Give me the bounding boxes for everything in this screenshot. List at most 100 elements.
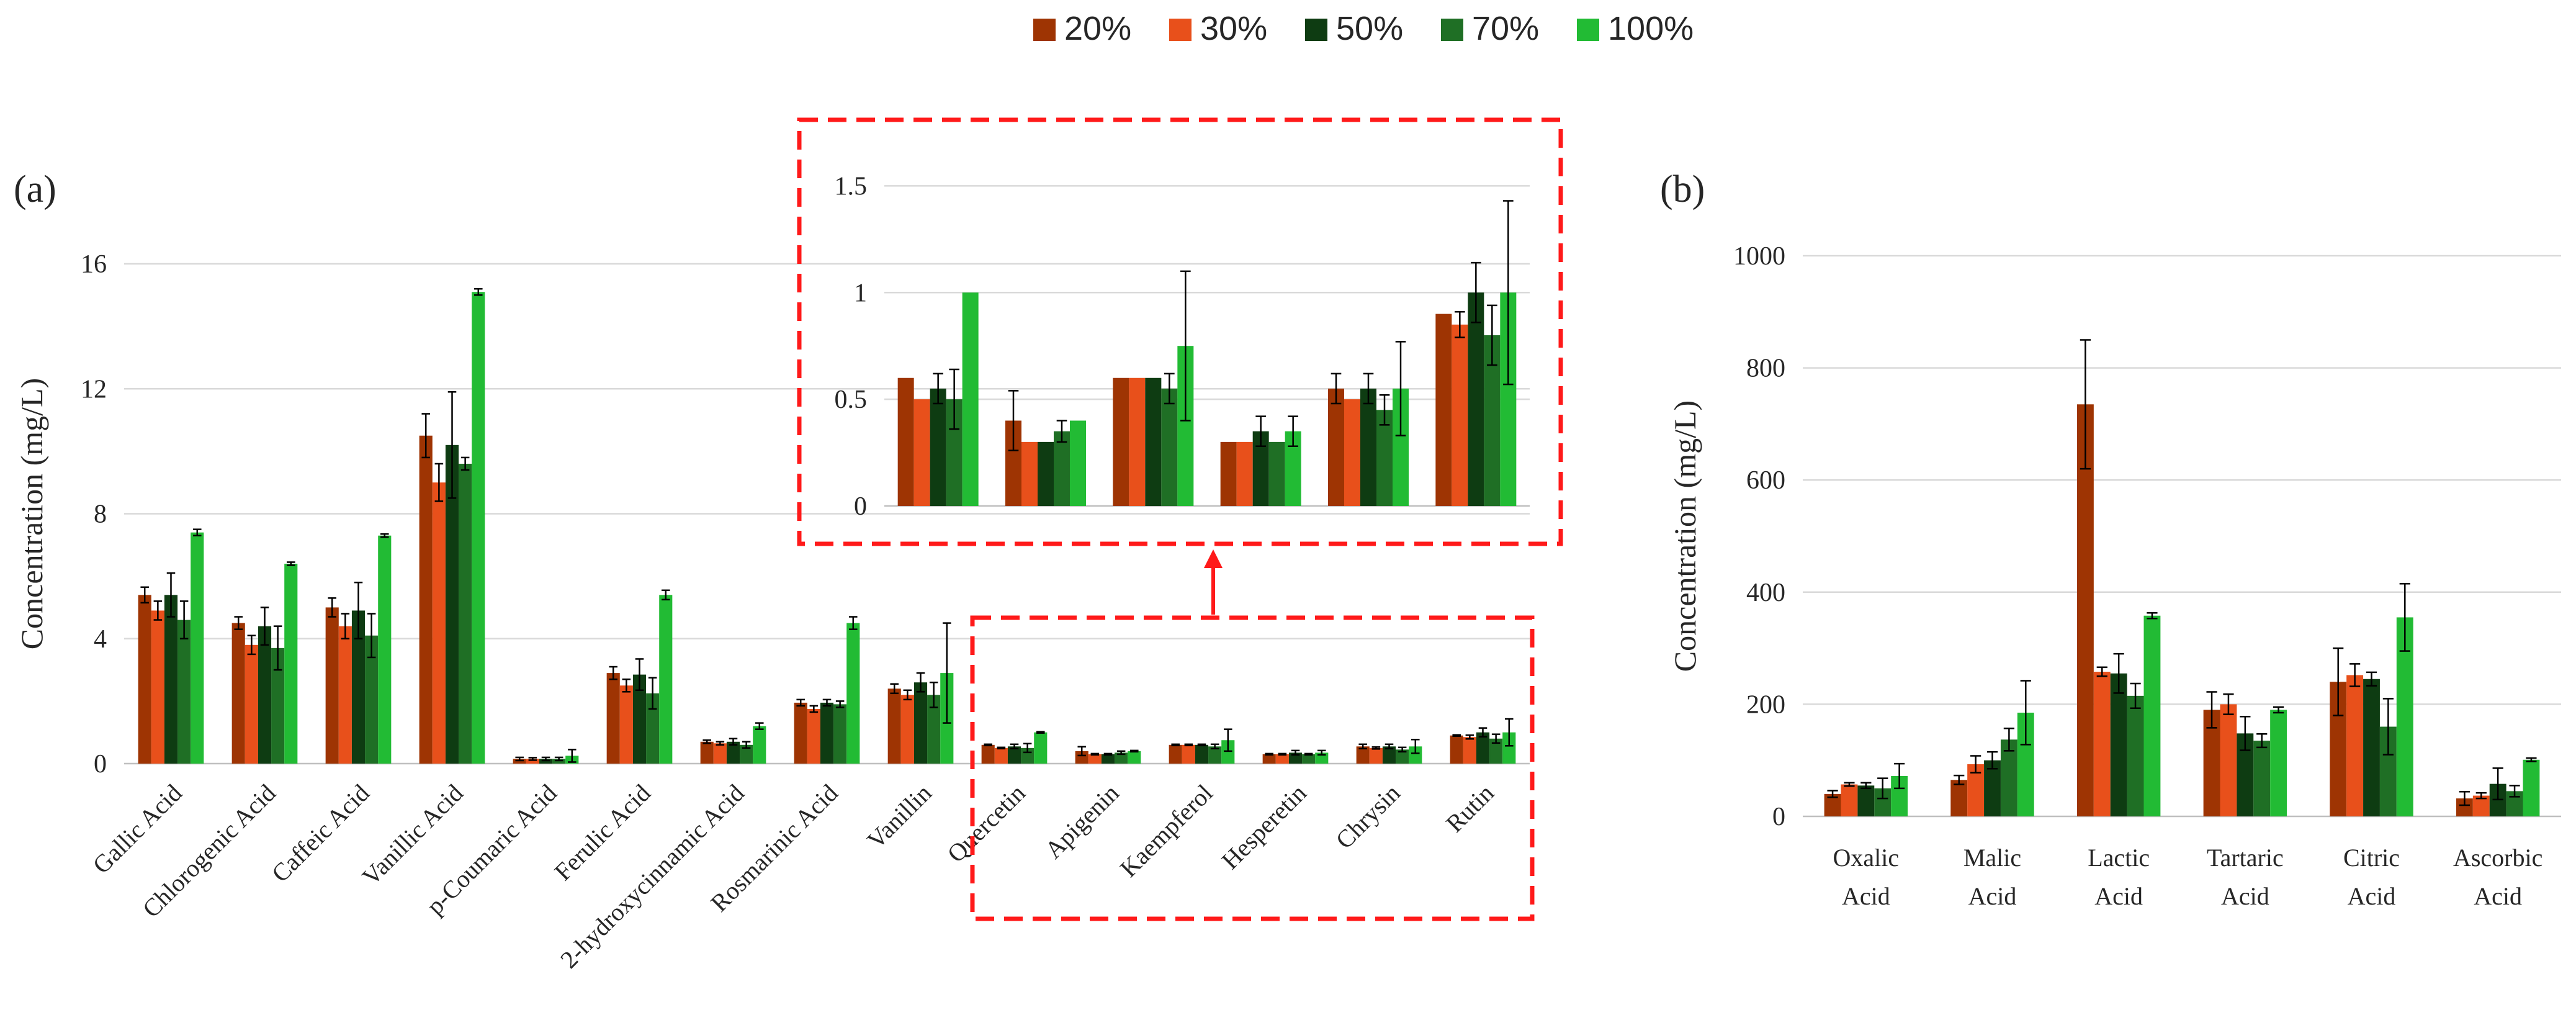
bar	[981, 744, 995, 764]
bar	[820, 702, 834, 764]
bar	[1007, 746, 1021, 764]
bar	[1302, 754, 1316, 764]
bar	[1220, 441, 1237, 506]
legend-label-3: 50%	[1336, 10, 1403, 47]
zoom-arrow-head	[1204, 549, 1223, 568]
y-tick-label: 0	[854, 492, 867, 521]
bar	[365, 635, 379, 764]
bar	[927, 695, 941, 764]
bar	[1360, 388, 1376, 506]
bar	[659, 595, 673, 764]
bar	[258, 626, 272, 764]
bar	[632, 674, 647, 764]
y-axis-title: Concentration (mg/L)	[1667, 400, 1702, 672]
bar	[2000, 739, 2017, 816]
x-tick-label: Vanillin	[861, 779, 936, 854]
bar	[2076, 404, 2094, 816]
bar	[1344, 399, 1360, 506]
bar	[2253, 741, 2271, 816]
y-tick-label: 4	[94, 625, 107, 654]
bar	[2363, 679, 2380, 816]
x-tick-label: Gallic Acid	[87, 779, 187, 879]
bar	[1450, 735, 1463, 764]
bar	[2143, 615, 2161, 816]
bar	[2110, 673, 2127, 816]
bar	[539, 759, 553, 764]
x-tick-label: Ascorbic Acid	[2453, 844, 2542, 910]
y-axis-title: Concentration (mg/L)	[14, 378, 49, 649]
y-tick-label: 400	[1746, 579, 1785, 607]
panel-label: (a)	[14, 168, 56, 210]
bar	[138, 595, 151, 764]
x-tick-label: Chrysin	[1330, 779, 1405, 854]
bar	[472, 292, 485, 764]
bar	[713, 743, 727, 764]
bar	[1195, 744, 1209, 764]
bar	[1841, 784, 1858, 816]
y-tick-label: 800	[1746, 354, 1785, 383]
bar	[245, 644, 258, 764]
bar	[1221, 740, 1235, 764]
bar	[1356, 746, 1370, 764]
bar	[897, 377, 914, 506]
bar	[1382, 746, 1396, 764]
bar	[794, 702, 807, 764]
bar	[1275, 754, 1289, 764]
bar	[2346, 675, 2364, 816]
zoom-region-dashed-border	[970, 615, 1535, 921]
bar	[1435, 314, 1452, 506]
bar	[419, 435, 433, 764]
bar	[1236, 441, 1253, 506]
bar	[1468, 292, 1484, 506]
bar	[900, 695, 914, 764]
bar	[1088, 754, 1102, 764]
bar	[700, 741, 714, 764]
x-tick-label: Quercetin	[942, 779, 1031, 868]
bar	[432, 482, 446, 764]
bar	[271, 648, 285, 764]
bar	[1145, 377, 1162, 506]
bar	[887, 688, 901, 764]
bar	[1369, 747, 1383, 764]
bar	[913, 399, 930, 506]
bar	[351, 610, 366, 764]
legend: 20% 30% 50% 70% 100%	[1033, 10, 1694, 47]
y-tick-label: 12	[81, 375, 107, 404]
legend-label-4: 70%	[1472, 10, 1539, 47]
bar	[1101, 754, 1115, 764]
zoom-annotation	[797, 117, 1563, 921]
legend-swatch-1	[1033, 19, 1056, 41]
bar	[1115, 752, 1128, 764]
bar	[191, 532, 204, 764]
x-tick-label: Oxalic Acid	[1833, 844, 1900, 910]
bar	[1070, 420, 1086, 506]
legend-label-1: 20%	[1064, 10, 1131, 47]
x-tick-label: Lactic Acid	[2088, 844, 2150, 910]
bar	[2523, 759, 2540, 816]
panel-b-chart: 0 200 400 600 800 1000 Oxalic Acid Malic Acid Lact…	[1660, 168, 2561, 910]
bar	[1161, 388, 1178, 506]
bar	[646, 693, 660, 764]
bar	[445, 445, 459, 764]
bar	[740, 744, 753, 764]
y-tick-label: 1	[854, 279, 867, 307]
bar	[1208, 746, 1222, 764]
bar	[526, 759, 539, 764]
y-tick-label: 1000	[1733, 242, 1785, 271]
x-tick-label: Malic Acid	[1963, 844, 2021, 910]
bar	[1128, 751, 1141, 764]
bar	[284, 564, 298, 764]
bar	[1262, 754, 1276, 764]
bar	[1054, 431, 1070, 506]
bar	[177, 620, 191, 764]
y-tick-label: 200	[1746, 690, 1785, 719]
y-tick-label: 1.5	[835, 172, 868, 201]
bar	[2220, 704, 2237, 816]
bar	[1075, 751, 1088, 764]
x-tick-label: Citric Acid	[2343, 844, 2400, 910]
bar	[807, 708, 820, 764]
x-tick-label: Rutin	[1440, 779, 1499, 838]
bar	[1502, 732, 1516, 764]
bar	[846, 623, 860, 764]
